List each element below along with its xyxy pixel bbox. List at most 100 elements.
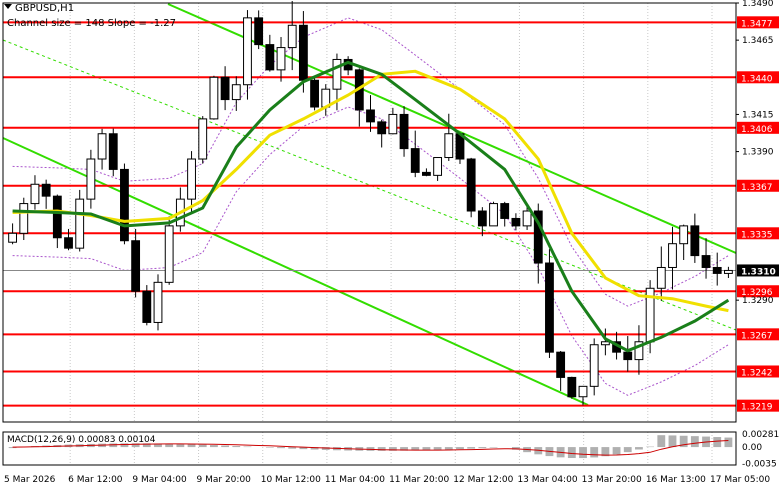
macd-hist-bar (567, 447, 576, 459)
macd-hist-bar (612, 447, 621, 455)
candle-body (198, 118, 208, 160)
level-label: 1.3406 (741, 125, 773, 135)
time-label: 16 Mar 13:00 (646, 475, 706, 485)
candle-body (332, 58, 342, 90)
candle-body (8, 232, 18, 243)
symbol-title: GBPUSD,H1 (15, 3, 74, 14)
macd-panel-frame (2, 431, 737, 466)
candle-body (444, 133, 454, 159)
level-label: 1.3219 (741, 403, 773, 413)
candle-body (287, 24, 297, 49)
macd-hist-bar (299, 447, 308, 450)
macd-hist-bar (668, 435, 677, 448)
candle-body (265, 44, 275, 71)
time-label: 17 Mar 05:00 (710, 475, 770, 485)
level-label-box (737, 121, 779, 134)
candle-body (231, 84, 241, 101)
candle-body (41, 183, 51, 197)
time-label: 11 Mar 04:00 (325, 475, 385, 485)
macd-hist-bar (277, 447, 285, 449)
candle-body (399, 113, 409, 150)
time-label: 11 Mar 20:00 (389, 475, 449, 485)
candle-body (120, 168, 129, 242)
candle-body (600, 341, 610, 346)
macd-hist-bar (433, 447, 442, 450)
macd-hist-bar (579, 447, 587, 459)
macd-hist-bar (176, 443, 185, 448)
time-label: 12 Mar 12:00 (453, 475, 513, 485)
level-label-box (737, 328, 779, 341)
macd-hist-bar (131, 443, 140, 448)
candle-body (86, 158, 96, 200)
candle-body (634, 341, 644, 361)
main-plot-frame (2, 2, 737, 423)
price-tick-label: 1.3415 (742, 110, 774, 120)
macd-hist-bar (456, 447, 464, 450)
macd-tick-label: 0.00281 (742, 430, 779, 440)
current-price-label: 1.3310 (741, 267, 776, 277)
macd-hist-bar (198, 444, 207, 448)
level-label-box (737, 71, 779, 84)
macd-hist-bar (120, 443, 129, 448)
candle-body (366, 109, 375, 123)
macd-hist-bar (422, 447, 431, 451)
time-label: 13 Mar 04:00 (517, 475, 577, 485)
price-tick-label: 1.3290 (742, 296, 774, 306)
level-label: 1.3296 (741, 288, 773, 298)
symbol-dropdown-icon[interactable] (4, 4, 12, 9)
macd-hist-bar (310, 447, 319, 450)
macd-signal-line (12, 440, 729, 456)
candle-body (690, 225, 700, 257)
candle-body (410, 148, 420, 173)
candle-body (52, 195, 62, 239)
macd-hist-bar (377, 447, 386, 451)
macd-hist-bar (400, 447, 408, 451)
candle-body (97, 133, 107, 160)
time-label: 13 Mar 20:00 (582, 475, 642, 485)
candle-body (64, 237, 73, 249)
macd-hist-bar (154, 443, 162, 448)
current-price-box (737, 264, 779, 277)
time-label: 9 Mar 20:00 (197, 475, 252, 485)
candle-body (209, 76, 219, 120)
macd-hist-bar (8, 447, 17, 449)
macd-hist-bar (467, 447, 476, 449)
candle-body (276, 47, 286, 71)
candle-body (533, 210, 543, 264)
candle-body (623, 351, 633, 361)
macd-hist-bar (321, 447, 330, 450)
time-label: 10 Mar 12:00 (261, 475, 321, 485)
time-label: 6 Mar 12:00 (68, 475, 123, 485)
channel-lower-line (2, 137, 589, 406)
price-tick-label: 1.3490 (742, 0, 774, 9)
candle-body (187, 158, 196, 200)
candle-body (723, 269, 733, 274)
candle-body (131, 240, 141, 292)
candle-body (701, 255, 711, 268)
time-axis: 5 Mar 2026 6 Mar 12:00 9 Mar 04:00 9 Mar 20… (4, 475, 770, 485)
macd-hist-bar (210, 445, 218, 448)
macd-hist-bar (713, 437, 722, 448)
candle-body (377, 121, 387, 135)
price-tick-label: 1.3465 (742, 36, 774, 46)
candle-body (108, 133, 118, 170)
candle-body (589, 344, 599, 387)
macd-hist-bar (142, 443, 151, 448)
macd-hist-bar (590, 447, 599, 458)
candle-body (142, 290, 152, 323)
macd-hist-bar (165, 443, 174, 448)
candlesticks (8, 1, 733, 406)
time-label: 5 Mar 2026 (4, 475, 56, 485)
macd-hist-bar (444, 447, 453, 450)
macd-hist-bar (187, 444, 196, 448)
macd-hist-bar (265, 447, 274, 448)
candle-body (522, 210, 532, 227)
candle-body (477, 210, 487, 227)
price-axis: 1.3490 1.3465 1.3415 1.3390 1.3290 (2, 0, 774, 423)
envelope-upper (12, 17, 729, 307)
macd-hist-bar (511, 447, 520, 450)
candle-body (388, 113, 398, 135)
macd-hist-bar (601, 447, 610, 457)
candle-body (679, 225, 689, 245)
candle-body (30, 183, 40, 205)
